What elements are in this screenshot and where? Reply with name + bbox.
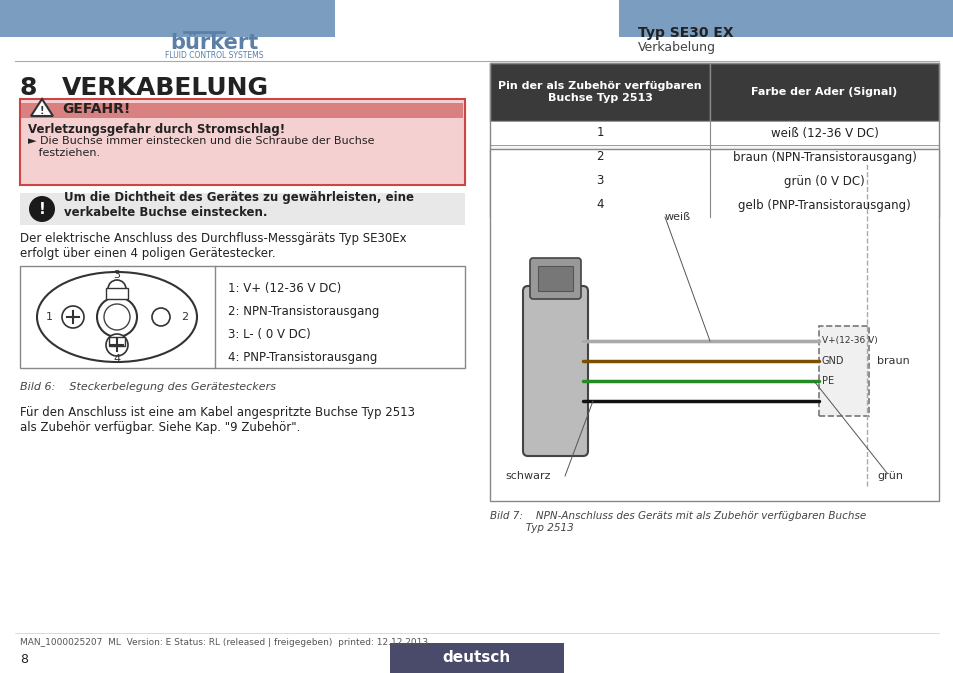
Text: 1: V+ (12-36 V DC): 1: V+ (12-36 V DC) <box>228 282 341 295</box>
Text: PE: PE <box>821 376 833 386</box>
Text: Farbe der Ader (Signal): Farbe der Ader (Signal) <box>751 87 897 97</box>
Text: Typ SE30 EX: Typ SE30 EX <box>638 26 733 40</box>
Text: 2: 2 <box>596 151 603 164</box>
Text: Verkabelung: Verkabelung <box>638 40 716 53</box>
Text: grün (0 V DC): grün (0 V DC) <box>783 174 864 188</box>
Text: gelb (PNP-Transistorausgang): gelb (PNP-Transistorausgang) <box>738 199 910 211</box>
Circle shape <box>62 306 84 328</box>
Bar <box>709 63 938 121</box>
Bar <box>20 266 464 368</box>
Text: 2: NPN-Transistorausgang: 2: NPN-Transistorausgang <box>228 305 379 318</box>
Bar <box>20 193 464 225</box>
Bar <box>618 0 953 37</box>
Polygon shape <box>30 99 53 116</box>
Text: Für den Anschluss ist eine am Kabel angespritzte Buchse Typ 2513
als Zubehör ver: Für den Anschluss ist eine am Kabel ange… <box>20 406 415 434</box>
Circle shape <box>97 297 137 337</box>
Text: weiß (12-36 V DC): weiß (12-36 V DC) <box>770 127 878 139</box>
Text: !: ! <box>40 106 44 116</box>
Circle shape <box>152 308 170 326</box>
Text: ► Die Buchse immer einstecken und die Schraube der Buchse
   festziehen.: ► Die Buchse immer einstecken und die Sc… <box>28 136 375 157</box>
Text: deutsch: deutsch <box>442 651 511 666</box>
Text: VERKABELUNG: VERKABELUNG <box>62 76 269 100</box>
Text: 4: 4 <box>113 354 120 364</box>
Text: 4: PNP-Transistorausgang: 4: PNP-Transistorausgang <box>228 351 377 364</box>
Bar <box>490 193 938 217</box>
Circle shape <box>108 280 126 298</box>
Bar <box>0 0 335 37</box>
Text: Um die Dichtheit des Gerätes zu gewährleisten, eine
verkabelte Buchse einstecken: Um die Dichtheit des Gerätes zu gewährle… <box>64 191 414 219</box>
FancyBboxPatch shape <box>522 286 587 456</box>
Bar <box>22 103 463 118</box>
Text: Bild 7:    NPN-Anschluss des Geräts mit als Zubehör verfügbaren Buchse
         : Bild 7: NPN-Anschluss des Geräts mit als… <box>490 511 865 532</box>
Bar <box>390 643 563 673</box>
Text: MAN_1000025207  ML  Version: E Status: RL (released | freigegeben)  printed: 12.: MAN_1000025207 ML Version: E Status: RL … <box>20 638 428 647</box>
Bar <box>490 121 938 145</box>
Text: Pin der als Zubehör verfügbaren
Buchse Typ 2513: Pin der als Zubehör verfügbaren Buchse T… <box>497 81 701 103</box>
Text: 3: 3 <box>113 270 120 280</box>
Text: 4: 4 <box>596 199 603 211</box>
Text: weiß: weiß <box>664 212 690 222</box>
Bar <box>106 288 128 299</box>
Text: bürkert: bürkert <box>170 33 258 53</box>
Bar <box>818 326 868 416</box>
Bar <box>109 337 125 346</box>
Bar <box>490 63 709 121</box>
Bar <box>490 145 938 169</box>
Bar <box>537 266 573 291</box>
Text: 8: 8 <box>20 76 37 100</box>
Text: FLUID CONTROL SYSTEMS: FLUID CONTROL SYSTEMS <box>165 52 263 61</box>
Bar <box>490 169 938 193</box>
Text: 3: L- ( 0 V DC): 3: L- ( 0 V DC) <box>228 328 311 341</box>
Bar <box>20 99 464 185</box>
Bar <box>490 63 938 217</box>
Text: grün: grün <box>876 471 902 481</box>
Circle shape <box>29 196 55 222</box>
Text: 1: 1 <box>596 127 603 139</box>
Text: schwarz: schwarz <box>504 471 550 481</box>
Text: GND: GND <box>821 356 843 366</box>
Bar <box>490 149 938 501</box>
Text: Verletzungsgefahr durch Stromschlag!: Verletzungsgefahr durch Stromschlag! <box>28 123 285 136</box>
Ellipse shape <box>37 272 196 362</box>
Text: braun: braun <box>876 356 909 366</box>
Text: 2: 2 <box>181 312 189 322</box>
Text: 8: 8 <box>20 653 28 666</box>
Circle shape <box>106 334 128 356</box>
Text: Bild 6:    Steckerbelegung des Gerätesteckers: Bild 6: Steckerbelegung des Gerätestecke… <box>20 382 275 392</box>
Text: 3: 3 <box>596 174 603 188</box>
FancyBboxPatch shape <box>530 258 580 299</box>
Text: V+(12-36 V): V+(12-36 V) <box>821 336 877 345</box>
Text: GEFAHR!: GEFAHR! <box>62 102 131 116</box>
Text: Der elektrische Anschluss des Durchfluss-Messgäräts Typ SE30Ex
erfolgt über eine: Der elektrische Anschluss des Durchfluss… <box>20 232 406 260</box>
Circle shape <box>104 304 130 330</box>
Text: 1: 1 <box>46 312 52 322</box>
Text: !: ! <box>38 201 46 217</box>
Text: braun (NPN-Transistorausgang): braun (NPN-Transistorausgang) <box>732 151 916 164</box>
